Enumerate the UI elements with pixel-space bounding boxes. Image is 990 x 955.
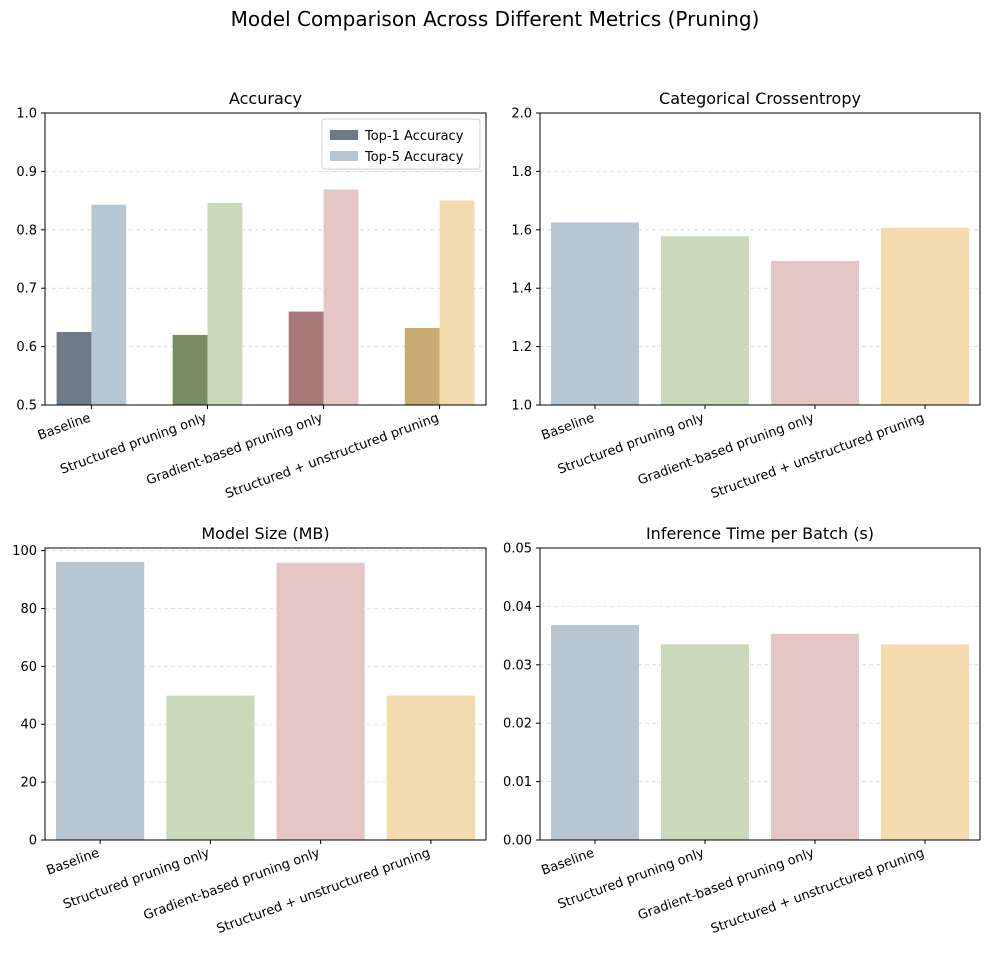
bar: [439, 200, 475, 405]
x-tick-label: Gradient-based pruning only: [636, 411, 817, 489]
bar: [551, 222, 639, 405]
panel-title: Inference Time per Batch (s): [646, 524, 874, 543]
x-tick-label: Structured + unstructured pruning: [709, 846, 926, 937]
y-tick-label: 1.4: [511, 282, 532, 297]
bar: [166, 695, 255, 840]
y-tick-label: 1.0: [511, 399, 532, 414]
bar: [91, 204, 127, 405]
axes-frame: [539, 547, 981, 841]
bar: [323, 189, 359, 405]
panel-title: Model Size (MB): [201, 524, 329, 543]
bar: [288, 311, 324, 405]
bar: [207, 202, 243, 405]
x-tick-label: Baseline: [36, 411, 93, 444]
x-tick-label: Gradient-based pruning only: [636, 846, 817, 924]
x-tick-label: Gradient-based pruning only: [142, 846, 323, 924]
legend-label: Top-5 Accuracy: [364, 150, 464, 165]
figure-title: Model Comparison Across Different Metric…: [231, 7, 760, 31]
y-tick-label: 1.2: [511, 340, 532, 355]
y-tick-label: 20: [20, 776, 37, 791]
y-tick-label: 1.0: [16, 107, 37, 122]
x-tick-label: Baseline: [45, 846, 102, 879]
y-tick-label: 0.5: [16, 399, 37, 414]
legend-swatch: [330, 130, 358, 140]
y-tick-label: 0.02: [503, 717, 532, 732]
y-tick-label: 0.6: [16, 340, 37, 355]
x-tick-label: Baseline: [539, 411, 596, 444]
y-tick-label: 0.01: [503, 775, 532, 790]
y-tick-label: 0.04: [503, 600, 532, 615]
bar: [771, 633, 859, 840]
y-tick-label: 100: [12, 544, 37, 559]
bar: [56, 561, 145, 840]
axes-frame: [44, 547, 487, 841]
bar: [881, 644, 969, 840]
y-tick-label: 1.8: [511, 165, 532, 180]
bar: [551, 625, 639, 840]
y-tick-label: 0.05: [503, 542, 532, 557]
y-tick-label: 60: [20, 660, 37, 675]
y-tick-label: 0: [29, 834, 37, 849]
legend-label: Top-1 Accuracy: [364, 129, 464, 144]
y-tick-label: 0.9: [16, 165, 37, 180]
y-tick-label: 80: [20, 602, 37, 617]
axes-frame: [539, 112, 981, 406]
bar: [881, 227, 969, 405]
panel-title: Accuracy: [229, 89, 302, 108]
bar: [771, 261, 859, 405]
x-tick-label: Structured + unstructured pruning: [224, 411, 441, 502]
y-tick-label: 2.0: [511, 107, 532, 122]
bar: [661, 644, 749, 840]
bar: [404, 327, 440, 405]
legend-box: [321, 118, 481, 170]
y-tick-label: 0.7: [16, 282, 37, 297]
x-tick-label: Structured + unstructured pruning: [709, 411, 926, 502]
bar: [56, 332, 92, 405]
legend-swatch: [330, 151, 358, 161]
y-tick-label: 0.00: [503, 834, 532, 849]
chart-panel-4: 0.00 0.01 0.02 0.03 0.04 0.05 Baseline Structur…: [503, 524, 981, 937]
axes-frame: [44, 112, 487, 406]
y-tick-label: 40: [20, 718, 37, 733]
bar: [386, 695, 475, 840]
bar: [661, 236, 749, 405]
panel-title: Categorical Crossentropy: [659, 89, 861, 108]
y-tick-label: 0.03: [503, 658, 532, 673]
y-tick-label: 0.8: [16, 223, 37, 238]
bar: [172, 334, 208, 405]
x-tick-label: Structured + unstructured pruning: [215, 846, 432, 937]
x-tick-label: Baseline: [539, 846, 596, 879]
y-tick-label: 1.6: [511, 223, 532, 238]
bar: [276, 562, 365, 840]
